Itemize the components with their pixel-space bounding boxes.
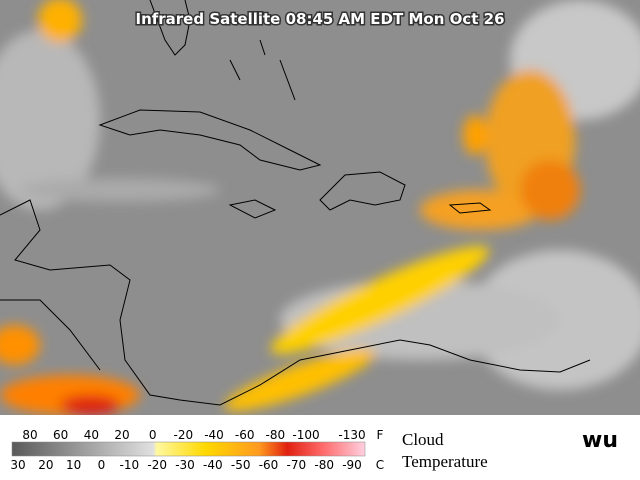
- celsius-label: -40: [203, 458, 223, 472]
- fahrenheit-label: -100: [292, 428, 319, 442]
- logo: wu: [582, 428, 618, 453]
- celsius-label: -90: [342, 458, 362, 472]
- fahrenheit-label: 20: [114, 428, 129, 442]
- title: Infrared Satellite 08:45 AM EDT Mon Oct …: [135, 10, 504, 28]
- celsius-label: -50: [231, 458, 251, 472]
- fahrenheit-label: 60: [53, 428, 68, 442]
- fahrenheit-label: 40: [84, 428, 99, 442]
- celsius-label: -20: [147, 458, 167, 472]
- fahrenheit-label: 80: [22, 428, 37, 442]
- legend-caption: Temperature: [402, 452, 488, 471]
- celsius-label: -10: [120, 458, 140, 472]
- celsius-label: 10: [66, 458, 81, 472]
- celsius-label: -30: [175, 458, 195, 472]
- celsius-label: -70: [287, 458, 307, 472]
- celsius-unit: C: [376, 458, 384, 472]
- fahrenheit-unit: F: [377, 428, 384, 442]
- fahrenheit-label: -40: [204, 428, 224, 442]
- celsius-label: 0: [98, 458, 106, 472]
- coastlines: [0, 0, 591, 406]
- color-scale: [11, 441, 366, 457]
- clouds: [0, 0, 640, 415]
- celsius-label: 30: [10, 458, 25, 472]
- legend-caption: Cloud: [402, 430, 444, 449]
- fahrenheit-label: 0: [149, 428, 157, 442]
- fahrenheit-label: -130: [338, 428, 365, 442]
- celsius-label: -60: [259, 458, 279, 472]
- celsius-label: 20: [38, 458, 53, 472]
- map: [0, 0, 640, 415]
- fahrenheit-label: -20: [174, 428, 194, 442]
- celsius-label: -80: [314, 458, 334, 472]
- fahrenheit-label: -80: [266, 428, 286, 442]
- fahrenheit-label: -60: [235, 428, 255, 442]
